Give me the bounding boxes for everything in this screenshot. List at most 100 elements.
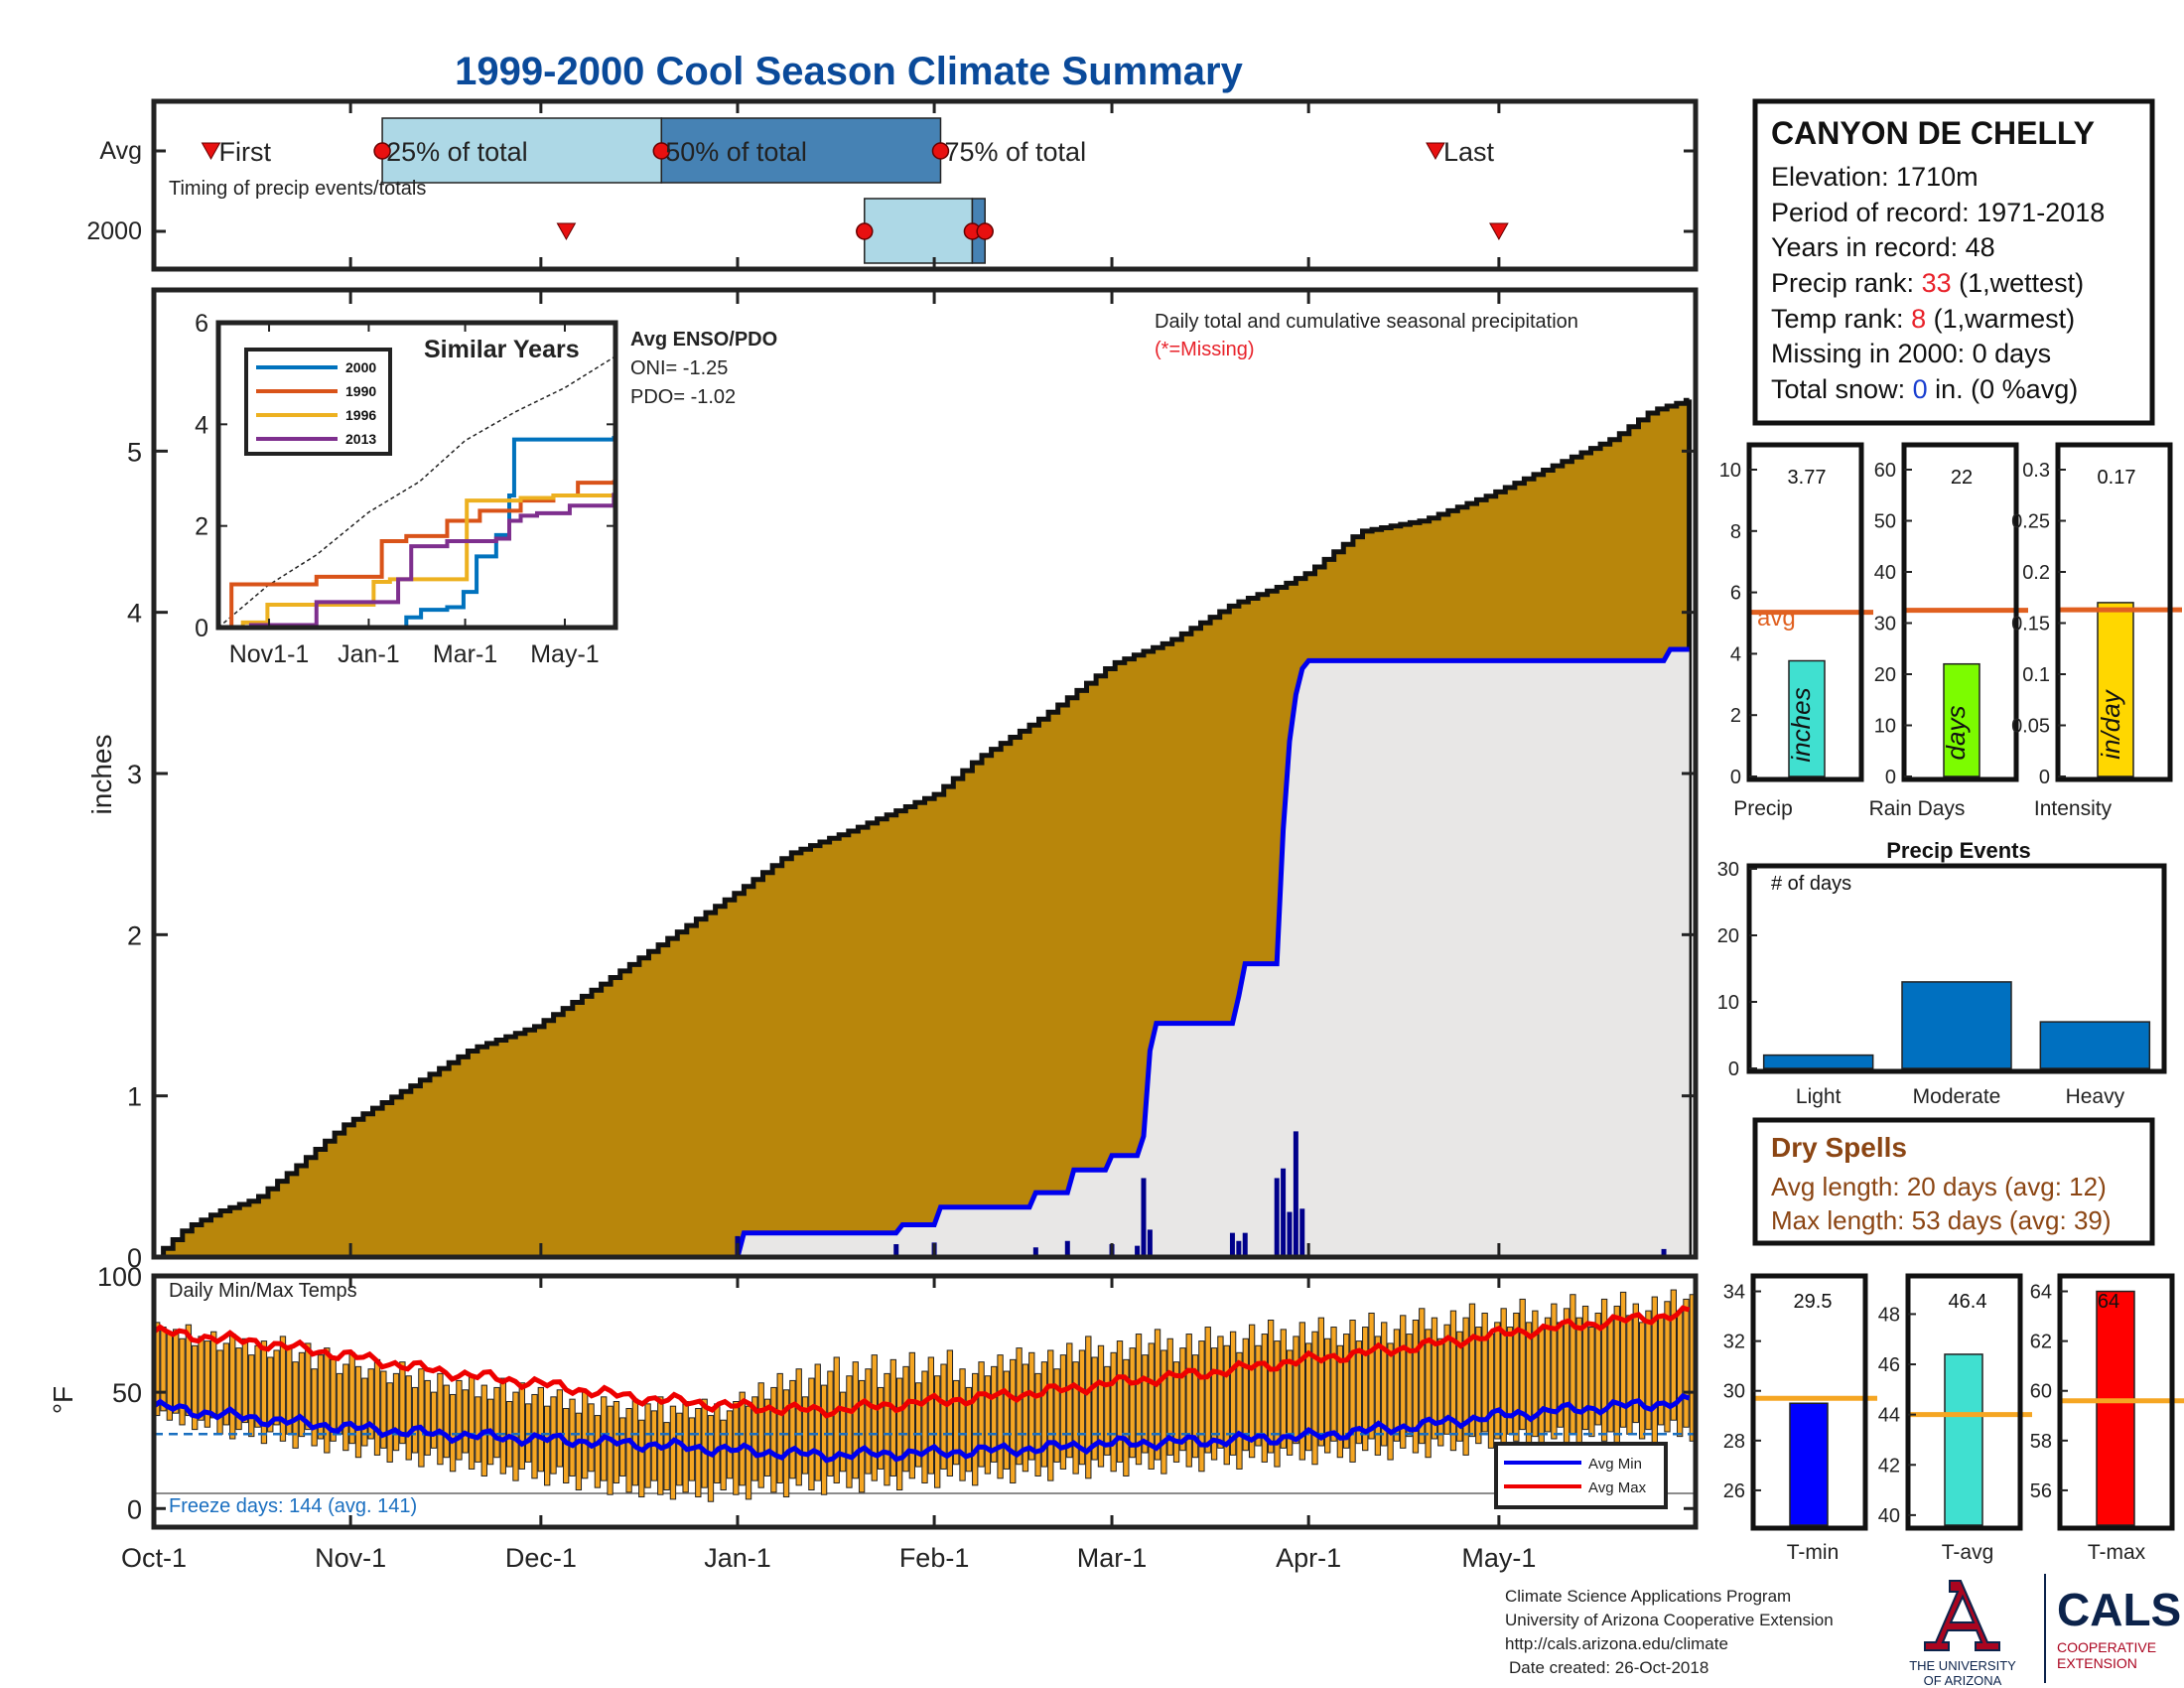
daily-temp-bar: [1563, 1308, 1570, 1445]
daily-temp-bar: [707, 1415, 715, 1502]
daily-temp-bar: [462, 1389, 469, 1454]
daily-temp-bar: [1040, 1361, 1048, 1468]
daily-temp-bar: [1362, 1327, 1369, 1452]
university-logo: THE UNIVERSITY OF ARIZONA: [1909, 1580, 2016, 1688]
daily-temp-bar: [569, 1398, 576, 1477]
daily-temp-bar: [354, 1365, 362, 1459]
daily-temp-bar: [751, 1396, 758, 1481]
timing-label-first: First: [219, 137, 272, 167]
station-temp-rank: Temp rank: 8 (1,warmest): [1771, 304, 2075, 334]
precip-panel-tick-label: 6: [1730, 583, 1741, 605]
inset-x-tick-label: Jan-1: [338, 640, 400, 668]
daily-temp-bar: [833, 1356, 840, 1483]
daily-precip-bar: [1242, 1232, 1248, 1257]
daily-temp-bar: [1248, 1324, 1256, 1459]
daily-temp-bar: [1053, 1368, 1060, 1463]
inset-y-tick-label: 6: [195, 310, 208, 338]
daily-temp-bar: [1223, 1344, 1230, 1466]
daily-temp-bars: [154, 1289, 1697, 1502]
timing-label-50: 50% of total: [665, 137, 807, 167]
timing-row-2000: 2000: [86, 217, 142, 245]
station-box-frame: [1752, 98, 2155, 426]
dry-spells-title: Dry Spells: [1771, 1132, 1907, 1163]
temp-plot-frame: [151, 1273, 1699, 1530]
daily-temp-bar: [493, 1386, 500, 1459]
daily-temp-bar: [1513, 1312, 1520, 1442]
daily-temp-bar: [1632, 1303, 1639, 1424]
freeze-note: Freeze days: 144 (avg. 141): [169, 1495, 417, 1517]
inset-series-2000: [218, 436, 616, 630]
daily-temp-bar: [229, 1334, 236, 1440]
main-y-axis: 0 1 2 3 4 5: [127, 290, 1696, 1273]
daily-temp-bar: [695, 1408, 702, 1498]
tmin-value: 29.5: [1794, 1291, 1833, 1313]
daily-temp-bar: [1191, 1354, 1199, 1459]
daily-temp-bar: [676, 1412, 683, 1486]
precip-value: 3.77: [1788, 467, 1827, 489]
timing-avg-dot: [373, 142, 391, 160]
daily-temp-bar: [1607, 1320, 1614, 1433]
timing-year-triangle: [1489, 222, 1509, 241]
daily-temp-bar: [965, 1386, 973, 1473]
daily-temp-bar: [1293, 1336, 1299, 1445]
temp-panel-frame: [1750, 1273, 1868, 1531]
inset-series-1996: [218, 492, 616, 630]
a-logo-icon: [1924, 1580, 2000, 1651]
daily-temp-bar: [1570, 1294, 1576, 1435]
intensity-value: 0.17: [2098, 467, 2136, 489]
precip-panel-tick-label: 2: [1730, 705, 1741, 727]
inset-series-lines: [218, 436, 616, 630]
daily-temp-bar: [820, 1384, 828, 1495]
timing-avg-box-50-75: [660, 117, 942, 184]
month-label: Jan-1: [704, 1543, 771, 1573]
timing-avg-dot: [931, 142, 950, 160]
inset-legend-label: 2000: [345, 359, 376, 375]
daily-temp-bar: [1487, 1334, 1495, 1449]
daily-temp-bar: [1104, 1365, 1111, 1456]
daily-temp-bar: [1148, 1342, 1155, 1470]
daily-temp-bar: [1123, 1358, 1130, 1477]
precip-panel-tick-label: 0: [1730, 767, 1741, 788]
daily-temp-bar: [1160, 1349, 1167, 1475]
daily-temp-bar: [1204, 1327, 1211, 1454]
daily-temp-bar: [839, 1391, 847, 1473]
timing-row-avg: Avg: [99, 137, 142, 165]
main-y-tick-label: 1: [127, 1082, 142, 1112]
station-period: Period of record: 1971-2018: [1771, 198, 2105, 227]
precip-panel-tick-label: 0.2: [2022, 562, 2050, 584]
daily-temp-bar: [953, 1379, 960, 1466]
daily-temp-bar: [1311, 1331, 1318, 1466]
events-tick-label: 0: [1728, 1058, 1739, 1080]
precip-unit: inches: [1786, 687, 1816, 762]
timing-label-last: Last: [1443, 137, 1495, 167]
main-precip-chart: 0 1 2 3 4 5 inches Daily total and cumulative…: [86, 287, 1699, 1273]
inset-x-tick-label: Nov1-1: [229, 640, 310, 668]
temp-y-label: °F: [48, 1386, 78, 1414]
daily-temp-bar: [726, 1410, 734, 1479]
daily-temp-bar: [889, 1358, 896, 1477]
daily-temp-bar: [248, 1354, 255, 1438]
timing-ticks: [152, 101, 1696, 269]
precip-panel-frame: [2055, 442, 2173, 782]
daily-temp-bar: [1544, 1317, 1552, 1433]
logo-line2: OF ARIZONA: [1924, 1673, 2002, 1688]
daily-temp-bar: [544, 1405, 551, 1486]
station-snow: Total snow: 0 in. (0 %avg): [1771, 374, 2078, 404]
temp-y-tick-label: 0: [127, 1494, 142, 1524]
dry-spells-avg: Avg length: 20 days (avg: 12): [1771, 1172, 2107, 1201]
daily-temp-bar: [877, 1386, 885, 1470]
daily-temp-bar: [179, 1337, 186, 1426]
temp-panel-tick-label: 42: [1878, 1455, 1900, 1477]
timing-year-dot: [976, 222, 994, 240]
daily-temp-bar: [386, 1382, 393, 1463]
events-bar: [1901, 981, 2012, 1069]
events-category-label: Light: [1796, 1085, 1842, 1108]
daily-precip-bar: [1064, 1240, 1070, 1257]
daily-temp-bar: [1172, 1361, 1180, 1463]
daily-temp-bar: [795, 1368, 802, 1486]
daily-precip-bar: [1229, 1232, 1235, 1257]
daily-temp-bar: [1066, 1342, 1073, 1459]
daily-temp-bar: [518, 1382, 525, 1470]
timing-panel: Avg 2000 First 25% of total 50% of total…: [86, 98, 1699, 272]
daily-temp-bar: [1304, 1342, 1312, 1452]
